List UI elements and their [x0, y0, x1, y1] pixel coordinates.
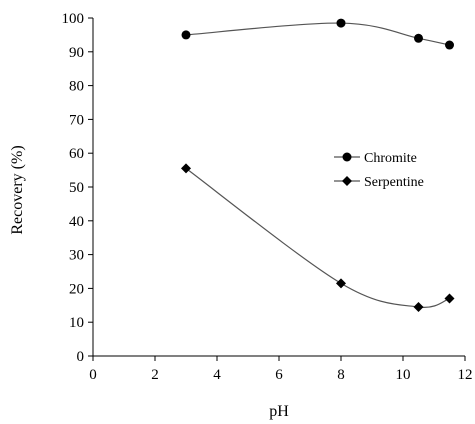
y-tick-label: 0 [77, 349, 85, 365]
chromite-point [336, 18, 346, 28]
legend-label-serpentine: Serpentine [364, 175, 424, 190]
series-layer [181, 18, 455, 312]
x-tick-label: 10 [396, 367, 411, 383]
y-tick-label: 10 [69, 315, 84, 331]
serpentine-point [413, 301, 424, 312]
serpentine-point [181, 163, 191, 174]
legend-marker-chromite [342, 152, 352, 162]
x-tick-label: 2 [151, 367, 159, 383]
y-tick-label: 20 [69, 281, 84, 297]
series-chromite [181, 18, 454, 50]
y-tick-label: 30 [69, 248, 84, 264]
y-tick-label: 90 [69, 45, 84, 61]
serpentine-point [444, 293, 455, 304]
y-tick-label: 100 [62, 11, 85, 27]
chromite-point [445, 40, 454, 50]
y-tick-label: 40 [69, 214, 84, 230]
x-tick-label: 12 [458, 367, 473, 383]
x-tick-label: 8 [337, 367, 345, 383]
chromite-point [181, 30, 191, 40]
serpentine-point [336, 278, 346, 289]
x-axis-title: pH [269, 403, 289, 420]
y-tick-label: 80 [69, 79, 84, 95]
y-axis-title: Recovery (%) [9, 145, 26, 234]
y-tick-label: 70 [69, 112, 84, 128]
axes: 0 10 20 30 40 50 60 70 80 90 100 0 2 4 6 8 10 12 [62, 11, 473, 383]
chromite-point [414, 33, 423, 43]
y-tick-label: 60 [69, 146, 84, 162]
chromite-line [185, 22, 450, 46]
x-tick-label: 0 [89, 367, 97, 383]
series-serpentine [181, 163, 455, 312]
legend-marker-serpentine [342, 176, 352, 186]
x-tick-label: 4 [213, 367, 221, 383]
y-tick-label: 50 [69, 180, 84, 196]
legend: Chromite Serpentine [334, 151, 424, 190]
x-tick-label: 6 [275, 367, 283, 383]
legend-label-chromite: Chromite [364, 151, 417, 166]
serpentine-line [185, 167, 450, 309]
